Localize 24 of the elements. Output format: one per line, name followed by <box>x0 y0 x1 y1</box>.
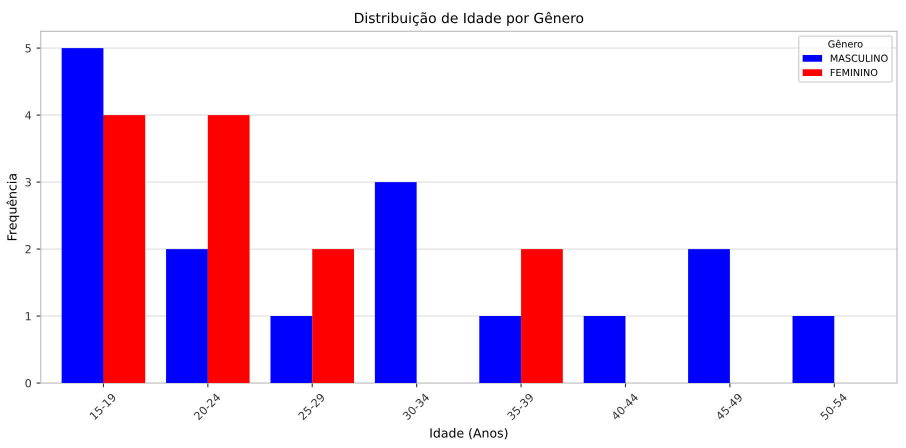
bar <box>103 115 146 384</box>
y-axis-title: Frequência <box>6 174 20 240</box>
legend-label: MASCULINO <box>830 54 888 62</box>
bar <box>62 48 104 384</box>
bar <box>312 249 354 384</box>
bar <box>166 249 208 384</box>
bar <box>584 316 626 384</box>
bar <box>374 182 417 384</box>
bar <box>792 316 834 384</box>
y-tick-label: 4 <box>25 111 32 120</box>
y-tick-label: 5 <box>26 44 31 52</box>
bar <box>688 249 730 384</box>
bar <box>479 316 522 384</box>
y-tick-label: 0 <box>25 379 32 388</box>
bar <box>208 115 250 384</box>
y-tick-label: 2 <box>25 245 31 254</box>
bar <box>521 249 563 384</box>
y-tick-label: 3 <box>26 178 31 186</box>
x-axis-title: Idade (Anos) <box>430 428 508 440</box>
bar <box>270 316 312 384</box>
chart-title: Distribuição de Idade por Gênero <box>355 12 584 26</box>
legend-title: Gênero <box>828 40 863 48</box>
y-tick-label: 1 <box>26 312 31 320</box>
legend-label: FEMININO <box>830 68 878 76</box>
